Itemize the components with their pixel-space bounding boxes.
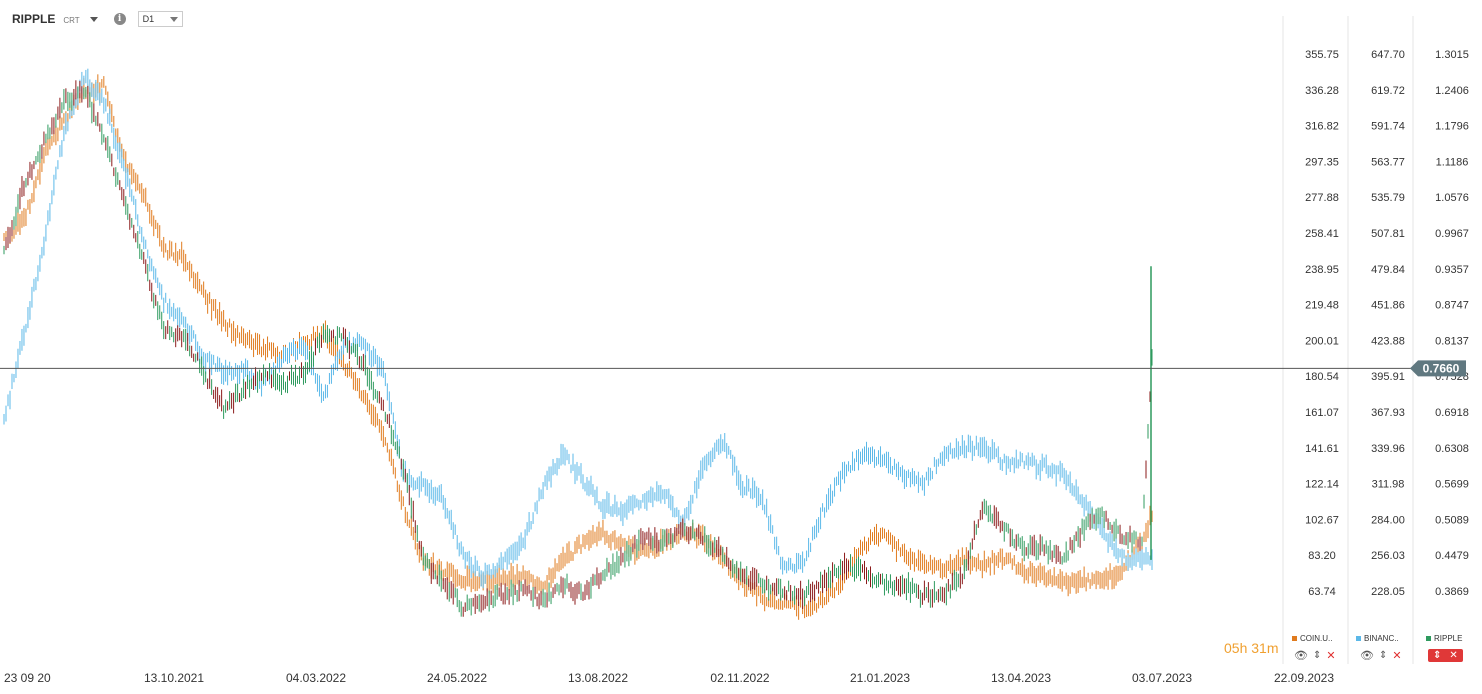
axis-2-tick: 0.8747 [1435, 300, 1469, 312]
axis-1-tick: 311.98 [1372, 479, 1405, 491]
binance-remove-close-icon[interactable]: ✕ [1392, 650, 1402, 662]
axis-2-tick: 1.1796 [1435, 121, 1469, 133]
axis-0-tick: 316.82 [1305, 121, 1339, 133]
binance-visibility-eye-icon[interactable]: 👁 [1360, 650, 1374, 662]
x-tick-label: 13.04.2023 [991, 671, 1051, 685]
axis-2-tick: 0.5699 [1435, 479, 1469, 491]
axis-2-tick: 0.3869 [1435, 586, 1469, 598]
timeframe-value: D1 [142, 14, 155, 24]
binance-series-controls: 👁 ⇕ ✕ [1360, 649, 1402, 662]
axis-dividers [1282, 16, 1414, 664]
axis-1-tick: 619.72 [1371, 85, 1405, 97]
series-layer [3, 68, 1153, 620]
axis-0-tick: 141.61 [1305, 443, 1339, 455]
ripple-color-swatch [1426, 636, 1431, 641]
x-tick-label: 04.03.2022 [286, 671, 346, 685]
axis-1-tick: 507.81 [1371, 228, 1405, 240]
x-tick-label: 21.01.2023 [850, 671, 910, 685]
current-price-line: 0.7660 [0, 360, 1466, 377]
axis-2-tick: 0.8137 [1435, 335, 1469, 347]
axis-2-tick: 0.5089 [1435, 514, 1469, 526]
symbol-dropdown-chevron-icon[interactable] [89, 16, 98, 22]
series-2 [3, 80, 1153, 617]
axis-2-tick: 0.6308 [1435, 443, 1469, 455]
axis-0-tick: 258.41 [1305, 228, 1339, 240]
axis-2-tick: 0.4479 [1435, 550, 1469, 562]
coin-remove-close-icon[interactable]: ✕ [1326, 650, 1336, 662]
symbol-name[interactable]: RIPPLE [12, 12, 56, 26]
legend-label-coin: COIN.U.. [1300, 634, 1333, 643]
ripple-series-controls: ⇕ ✕ [1428, 649, 1463, 662]
axis-0-tick: 277.88 [1305, 192, 1339, 204]
axis-0-tick: 297.35 [1305, 156, 1339, 168]
x-tick-label: 02.11.2022 [710, 671, 769, 685]
coin-series-controls: 👁 ⇕ ✕ [1294, 649, 1336, 662]
candle-countdown: 05h 31m [1224, 640, 1278, 656]
legend-item-coin[interactable]: COIN.U.. [1292, 634, 1332, 643]
axis-1-tick: 451.86 [1371, 300, 1405, 312]
ripple-remove-close-icon[interactable]: ✕ [1449, 650, 1458, 661]
axis-0-tick: 63.74 [1308, 586, 1336, 598]
coin-move-up-down-icon[interactable]: ⇕ [1312, 649, 1322, 661]
x-tick-label: 24.05.2022 [427, 671, 487, 685]
axis-1-tick: 339.96 [1371, 443, 1405, 455]
timeframe-select[interactable]: D1 [137, 11, 184, 27]
x-tick-label: 13.10.2021 [144, 671, 204, 685]
x-tick-label: 03.07.2023 [1132, 671, 1192, 685]
info-icon[interactable]: i [113, 13, 126, 25]
countdown-hours: 05h [1224, 640, 1248, 656]
axis-0-tick: 83.20 [1308, 550, 1336, 562]
axis-1-tick: 228.05 [1371, 586, 1405, 598]
legend-item-ripple[interactable]: RIPPLE [1426, 634, 1462, 643]
legend-label-ripple: RIPPLE [1434, 634, 1463, 643]
axis-0-tick: 336.28 [1305, 85, 1339, 97]
axis-0-tick: 102.67 [1305, 514, 1339, 526]
axis-2-tick: 1.3015 [1435, 49, 1469, 61]
axis-2-tick: 1.1186 [1436, 156, 1469, 168]
axis-0-tick: 200.01 [1305, 335, 1339, 347]
legend-label-binance: BINANC.. [1364, 634, 1399, 643]
x-axis-labels: 23 09 20 13.10.2021 04.03.2022 24.05.2022 13… [4, 671, 1334, 685]
chart-header: RIPPLE CRT i D1 [12, 8, 184, 30]
legend-item-binance[interactable]: BINANC.. [1356, 634, 1399, 643]
x-tick-label: 13.08.2022 [568, 671, 628, 685]
coin-color-swatch [1292, 636, 1297, 641]
axis-1-tick: 423.88 [1371, 335, 1405, 347]
axis-0-tick: 219.48 [1305, 300, 1339, 312]
timeframe-chevron-icon [170, 16, 179, 22]
axis-1-tick: 563.77 [1371, 156, 1405, 168]
ripple-settings-box[interactable]: ⇕ ✕ [1428, 649, 1463, 662]
axis-labels: 355.75 336.28 316.82 297.35 277.88 258.41 238.… [1305, 49, 1469, 598]
binance-move-up-down-icon[interactable]: ⇕ [1378, 649, 1388, 661]
axis-0-tick: 238.95 [1305, 264, 1339, 276]
axis-2-tick: 1.2406 [1435, 85, 1469, 97]
axis-0-tick: 122.14 [1305, 479, 1339, 491]
axis-2-tick: 1.0576 [1435, 192, 1469, 204]
axis-1-tick: 367.93 [1371, 407, 1405, 419]
axis-0-tick: 180.54 [1305, 371, 1339, 383]
axis-1-tick: 284.00 [1371, 514, 1405, 526]
axis-1-tick: 395.91 [1371, 371, 1405, 383]
axis-2-tick: 0.9967 [1435, 228, 1469, 240]
axis-2-tick: 0.6918 [1435, 407, 1469, 419]
coin-visibility-eye-icon[interactable]: 👁 [1294, 650, 1308, 662]
current-price-label: 0.7660 [1423, 361, 1460, 375]
axis-0-tick: 161.07 [1305, 407, 1339, 419]
x-tick-label: 23 09 20 [4, 671, 51, 685]
x-tick-label: 22.09.2023 [1274, 671, 1334, 685]
binance-color-swatch [1356, 636, 1361, 641]
price-tag [1410, 360, 1466, 377]
axis-1-tick: 591.74 [1371, 121, 1405, 133]
countdown-minutes: 31m [1251, 640, 1279, 656]
symbol-exchange: CRT [63, 16, 80, 25]
ripple-adjust-icon[interactable]: ⇕ [1433, 650, 1442, 661]
axis-1-tick: 479.84 [1371, 264, 1405, 276]
axis-1-tick: 256.03 [1371, 550, 1405, 562]
axis-2-tick: 0.9357 [1435, 264, 1469, 276]
axis-1-tick: 647.70 [1371, 49, 1405, 61]
axis-0-tick: 355.75 [1305, 49, 1339, 61]
axis-1-tick: 535.79 [1371, 192, 1405, 204]
